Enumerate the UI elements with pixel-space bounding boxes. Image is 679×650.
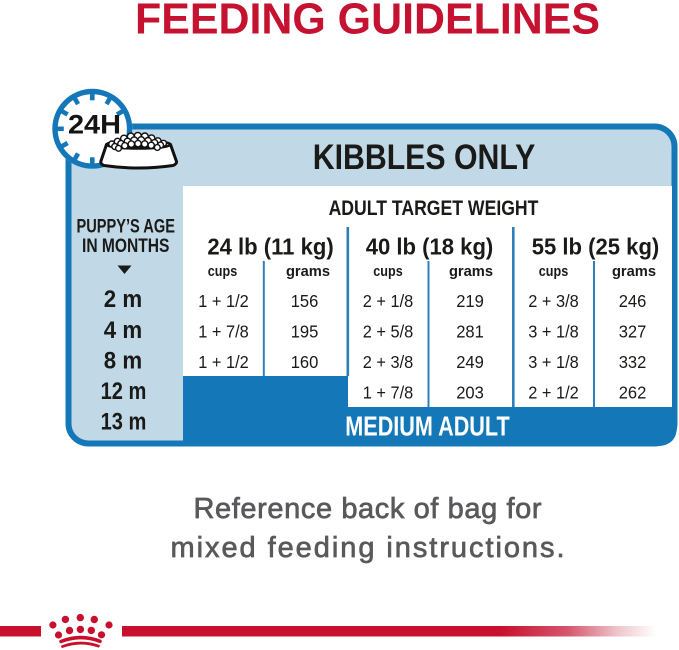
svg-text:cups: cups: [373, 262, 403, 279]
svg-text:55 lb (25 kg): 55 lb (25 kg): [532, 234, 660, 260]
svg-text:2 m: 2 m: [104, 285, 142, 312]
svg-text:mixed feeding instructions.: mixed feeding instructions.: [171, 532, 565, 564]
svg-text:2 + 1/8: 2 + 1/8: [363, 290, 413, 311]
svg-text:24H: 24H: [68, 109, 121, 139]
svg-text:1 + 1/2: 1 + 1/2: [198, 351, 248, 372]
svg-text:281: 281: [456, 321, 484, 342]
svg-text:FEEDING GUIDELINES: FEEDING GUIDELINES: [135, 0, 600, 44]
svg-text:PUPPY’S AGE: PUPPY’S AGE: [76, 215, 175, 238]
svg-text:332: 332: [619, 352, 647, 373]
svg-text:3 + 1/8: 3 + 1/8: [528, 351, 578, 372]
svg-text:203: 203: [456, 382, 484, 403]
svg-text:1 + 7/8: 1 + 7/8: [363, 382, 413, 403]
svg-text:13 m: 13 m: [101, 408, 147, 435]
svg-text:24 lb (11 kg): 24 lb (11 kg): [207, 234, 333, 260]
svg-text:cups: cups: [539, 262, 569, 279]
svg-text:219: 219: [456, 291, 484, 312]
svg-text:IN MONTHS: IN MONTHS: [82, 234, 170, 256]
svg-text:1 + 1/2: 1 + 1/2: [198, 290, 248, 311]
svg-text:2 + 1/2: 2 + 1/2: [528, 382, 578, 403]
svg-text:2 + 3/8: 2 + 3/8: [528, 290, 578, 311]
svg-text:2 + 5/8: 2 + 5/8: [363, 321, 413, 342]
svg-text:12 m: 12 m: [101, 377, 147, 404]
svg-text:cups: cups: [208, 262, 238, 279]
svg-text:grams: grams: [612, 264, 656, 280]
svg-text:4 m: 4 m: [104, 316, 142, 343]
svg-text:262: 262: [619, 382, 647, 403]
svg-text:327: 327: [619, 321, 647, 342]
svg-text:grams: grams: [449, 264, 493, 280]
svg-text:40 lb (18 kg): 40 lb (18 kg): [366, 234, 494, 260]
svg-text:KIBBLES ONLY: KIBBLES ONLY: [313, 137, 536, 177]
svg-text:160: 160: [291, 352, 319, 373]
svg-text:2 + 3/8: 2 + 3/8: [363, 351, 413, 372]
svg-text:Reference back of bag for: Reference back of bag for: [194, 493, 542, 525]
svg-text:MEDIUM ADULT: MEDIUM ADULT: [345, 411, 509, 442]
svg-text:249: 249: [456, 352, 484, 373]
svg-text:3 + 1/8: 3 + 1/8: [528, 321, 578, 342]
svg-text:246: 246: [619, 291, 647, 312]
svg-text:ADULT TARGET WEIGHT: ADULT TARGET WEIGHT: [329, 196, 539, 220]
svg-text:195: 195: [291, 321, 319, 342]
svg-text:156: 156: [291, 291, 319, 312]
svg-text:1 + 7/8: 1 + 7/8: [198, 321, 248, 342]
svg-text:grams: grams: [286, 264, 330, 280]
svg-text:8 m: 8 m: [104, 346, 142, 373]
